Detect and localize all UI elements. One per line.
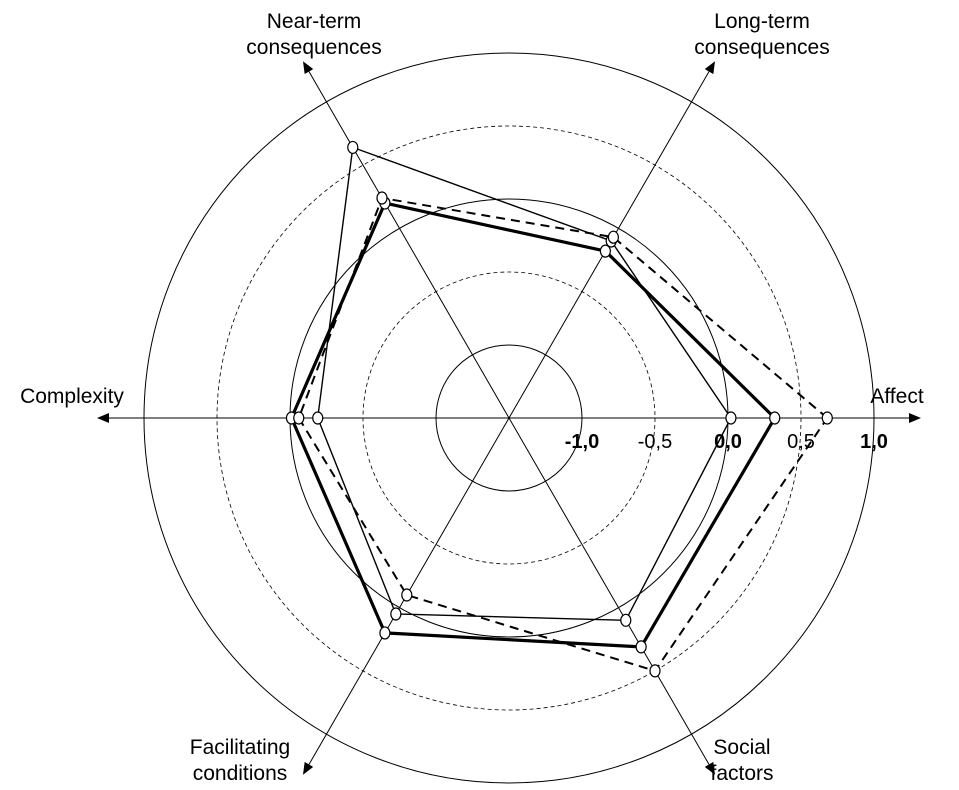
series-dashed-point [649, 664, 661, 678]
series-thick-point [635, 640, 647, 654]
series-thin-point [347, 140, 359, 155]
tick-label: 0,5 [787, 431, 815, 453]
axis-label: Social factors [710, 736, 773, 785]
axis-labels: Affect Long-term consequences Near-term cons… [20, 10, 924, 785]
series-thick-point [599, 244, 611, 258]
series-dashed-point [376, 191, 388, 205]
series-thin-point [390, 607, 402, 621]
axis-label: Long-term consequences [694, 10, 829, 59]
axis-label-line: Social [713, 736, 770, 759]
series-thin-point [312, 411, 324, 425]
axis-label-line: Near-term [267, 10, 362, 33]
axis-label-line: Affect [870, 385, 923, 408]
axis-label: Facilitating conditions [190, 736, 290, 785]
series-thin-point [725, 411, 737, 425]
axis-label-line: conditions [193, 762, 288, 785]
tick-label: 1,0 [860, 431, 888, 453]
axis-label-line: consequences [694, 36, 829, 59]
axis-label-line: Complexity [20, 385, 124, 408]
series-dashed-point [607, 230, 619, 244]
series-dashed-point [821, 411, 833, 425]
axis-label: Complexity [20, 385, 124, 408]
axis-label: Near-term consequences [246, 10, 381, 59]
axis-line [508, 417, 715, 775]
axis-label: Affect [870, 385, 923, 408]
series-dashed-point [401, 588, 413, 602]
axis-line [302, 61, 510, 419]
series-thick-line [289, 201, 777, 649]
axis-label-line: Facilitating [190, 736, 290, 759]
tick-label: 0,0 [714, 431, 742, 453]
series-thick-point [769, 411, 781, 425]
axis-label-line: factors [710, 762, 773, 785]
tick-labels: -1,0 -0,5 0,0 0,5 1,0 [565, 431, 888, 453]
series-thin-point [620, 613, 632, 627]
axis-label-line: consequences [246, 36, 381, 59]
data-series [285, 140, 833, 678]
axis-label-line: Long-term [714, 10, 810, 33]
tick-label: -1,0 [565, 431, 599, 453]
series-dashed-line [297, 196, 829, 673]
tick-label: -0,5 [638, 431, 672, 453]
series-thick-point [379, 626, 391, 640]
series-dashed-point [293, 411, 305, 425]
axis-lines [97, 61, 921, 775]
